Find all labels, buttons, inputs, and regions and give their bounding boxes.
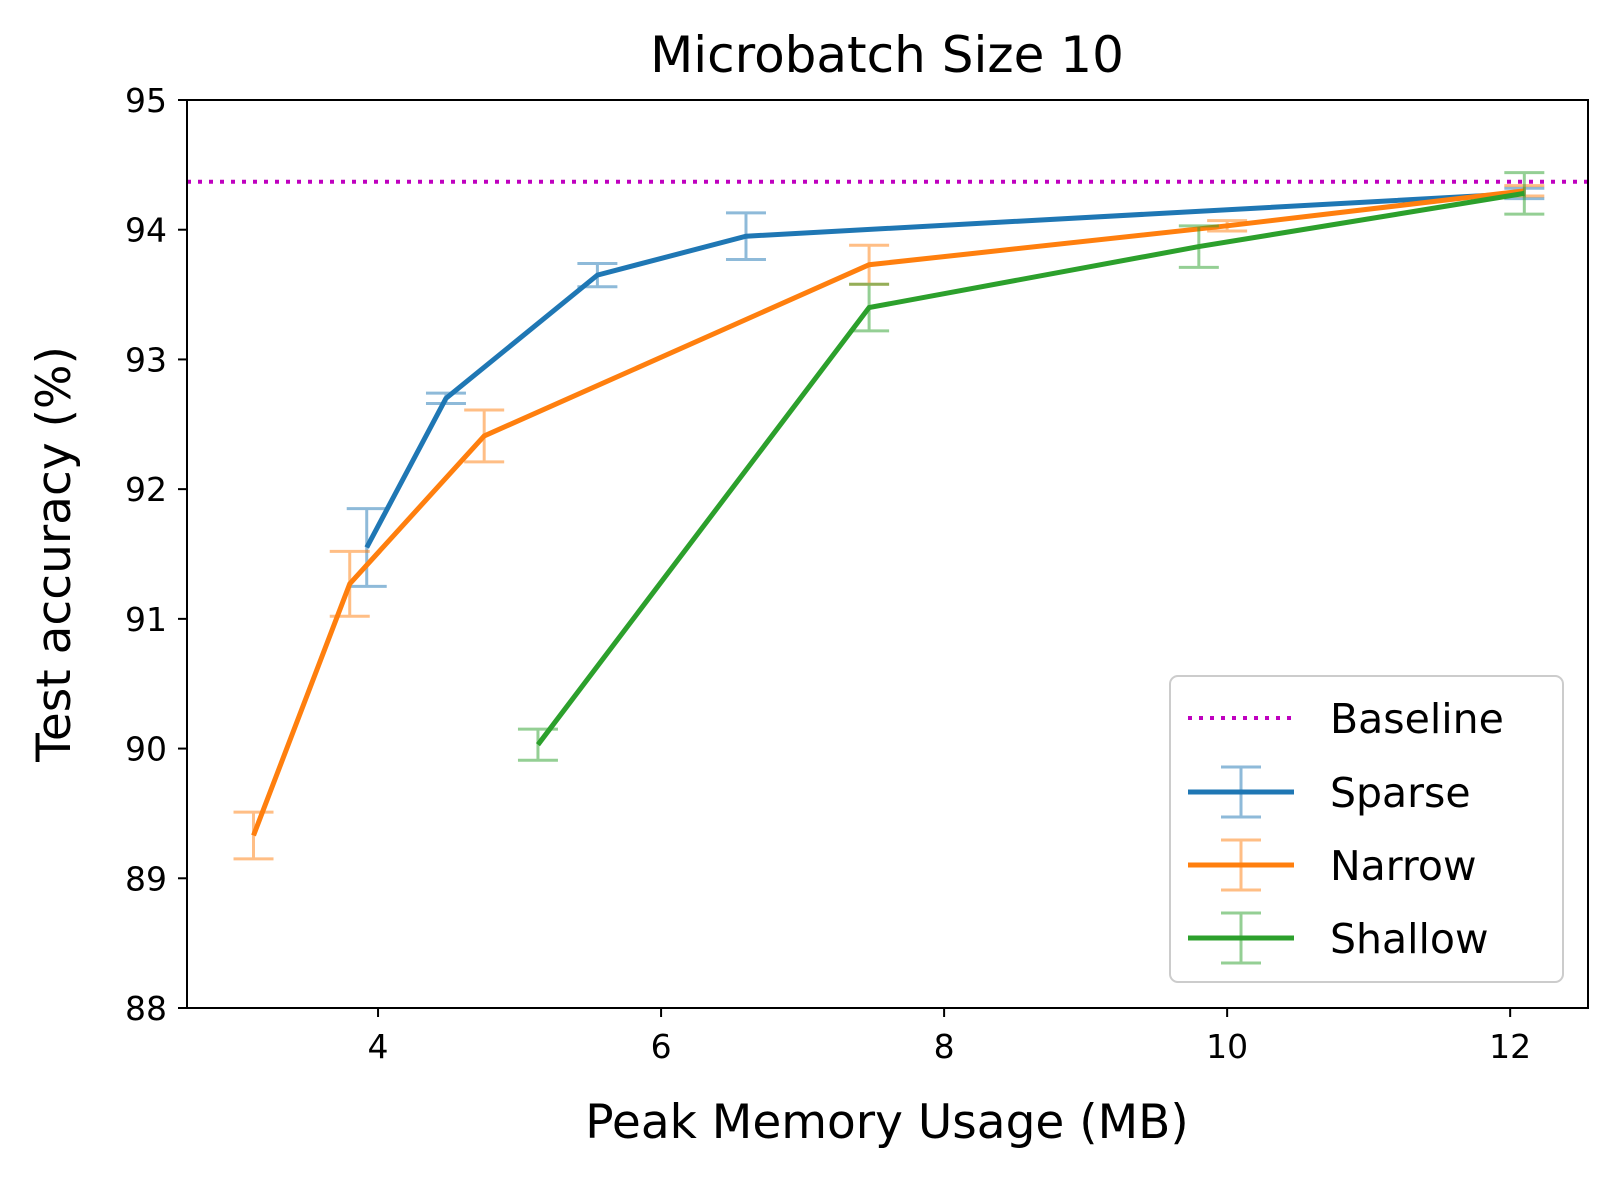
y-tick-label: 90: [125, 730, 167, 769]
y-tick-label: 92: [125, 470, 167, 509]
legend-sparse-label: Sparse: [1330, 769, 1471, 817]
axis-ticks: 4 6 8 10 12 88 89 90 91 92 93 94 95: [125, 81, 1531, 1066]
y-tick-label: 93: [125, 340, 167, 379]
axes-frame: [186, 99, 1589, 1009]
x-axis-label: Peak Memory Usage (MB): [585, 1095, 1188, 1150]
sparse-line: [364, 190, 1525, 549]
y-tick-label: 88: [125, 989, 167, 1028]
y-tick-label: 95: [125, 81, 167, 120]
chart-title: Microbatch Size 10: [650, 26, 1124, 84]
legend-shallow-label: Shallow: [1330, 915, 1489, 963]
plot-area: [187, 171, 1588, 861]
x-tick-label: 4: [368, 1027, 389, 1066]
legend-narrow-label: Narrow: [1330, 842, 1477, 890]
legend-box: [1169, 675, 1564, 983]
y-tick-label: 91: [125, 600, 167, 639]
legend: Baseline Sparse Narrow Shallow: [1169, 675, 1564, 983]
x-tick-label: 6: [651, 1027, 672, 1066]
y-axis-label: Test accuracy (%): [27, 346, 82, 763]
x-tick-label: 10: [1206, 1027, 1248, 1066]
y-tick-label: 94: [125, 211, 167, 250]
y-tick-label: 89: [125, 859, 167, 898]
x-tick-label: 12: [1489, 1027, 1531, 1066]
x-tick-label: 8: [934, 1027, 955, 1066]
legend-baseline-label: Baseline: [1330, 695, 1504, 743]
narrow-line: [251, 188, 1525, 837]
shallow-line: [535, 190, 1525, 747]
